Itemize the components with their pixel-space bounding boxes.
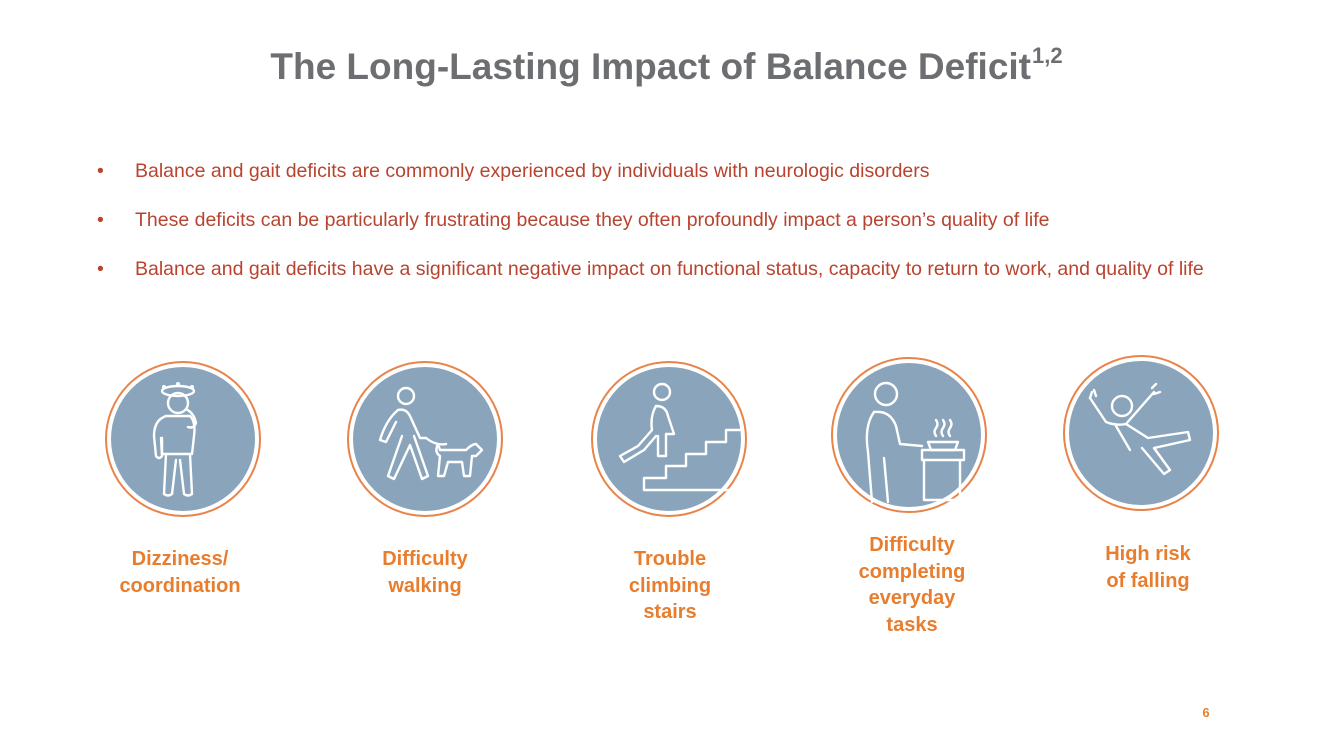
bullet-item: • Balance and gait deficits are commonly… — [97, 159, 1247, 183]
climbing-stairs-icon — [584, 354, 754, 524]
caption-walking: Difficulty walking — [382, 548, 468, 597]
title-superscript: 1,2 — [1032, 43, 1063, 68]
caption-tasks: Difficulty completing everyday tasks — [858, 534, 966, 636]
bullet-marker: • — [97, 209, 104, 231]
slide-title: The Long-Lasting Impact of Balance Defic… — [0, 42, 1333, 97]
bullet-text: Balance and gait deficits have a signifi… — [135, 258, 1204, 280]
bullet-item: • These deficits can be particularly fru… — [97, 208, 1247, 232]
title-text: The Long-Lasting Impact of Balance Defic… — [270, 46, 1032, 87]
caption-dizziness: Dizziness/ coordination — [119, 548, 241, 597]
caption-stairs: Trouble climbing stairs — [628, 548, 712, 623]
walking-dog-icon — [340, 354, 510, 524]
bullet-marker: • — [97, 160, 104, 182]
page-number: 6 — [1202, 705, 1210, 720]
caption-falling: High risk of falling — [1105, 543, 1191, 592]
dizzy-person-icon — [98, 354, 268, 524]
falling-person-icon — [1056, 348, 1226, 518]
cooking-person-icon — [824, 350, 994, 520]
bullet-text: Balance and gait deficits are commonly e… — [135, 160, 930, 182]
bullet-text: These deficits can be particularly frust… — [135, 209, 1050, 231]
bullet-list: • Balance and gait deficits are commonly… — [97, 159, 1247, 306]
bullet-marker: • — [97, 258, 104, 280]
bullet-item: • Balance and gait deficits have a signi… — [97, 257, 1247, 281]
